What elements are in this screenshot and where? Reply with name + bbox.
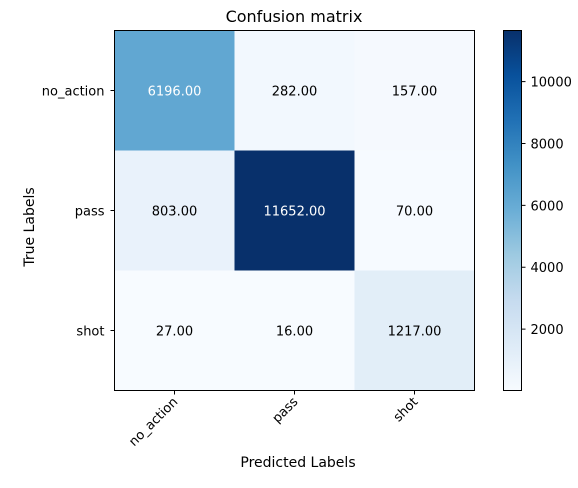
y-tick-label: shot [76, 325, 104, 340]
colorbar-tick-label: 8000 [531, 137, 564, 152]
colorbar [503, 30, 522, 391]
x-axis-ticks: no_action pass shot [126, 390, 421, 450]
colorbar-tick-label: 6000 [531, 199, 564, 214]
cell-value-label: 6196.00 [148, 85, 202, 100]
x-tick-label: shot [391, 395, 421, 425]
heatmap-cells [114, 30, 475, 391]
y-tick-label: pass [75, 205, 105, 220]
cell-value-label: 803.00 [152, 205, 198, 220]
y-axis-label: True Labels [22, 187, 38, 267]
colorbar-tick-label: 2000 [531, 323, 564, 338]
heatmap-cell-labels: 6196.00 282.00 157.00 803.00 11652.00 70.00 27… [148, 85, 442, 340]
heatmap-cell [234, 30, 355, 151]
cell-value-label: 11652.00 [263, 205, 325, 220]
cell-value-label: 1217.00 [388, 325, 442, 340]
colorbar-tick-label: 4000 [531, 261, 564, 276]
cell-value-label: 16.00 [276, 325, 313, 340]
x-tick-label: pass [270, 395, 302, 427]
heatmap-cell [114, 150, 235, 271]
x-axis-label: Predicted Labels [240, 455, 355, 471]
heatmap-cell [114, 30, 235, 151]
x-tick-label: no_action [126, 395, 181, 450]
heatmap-cell [354, 270, 475, 391]
heatmap-cell [354, 30, 475, 151]
heatmap-cell [354, 150, 475, 271]
colorbar-tick-label: 10000 [531, 76, 572, 91]
cell-value-label: 27.00 [156, 325, 193, 340]
heatmap-cell [114, 270, 235, 391]
heatmap-cell [234, 270, 355, 391]
cell-value-label: 282.00 [272, 85, 318, 100]
cell-value-label: 70.00 [396, 205, 433, 220]
colorbar-ticks: 2000 4000 6000 8000 10000 [521, 76, 572, 338]
chart-title: Confusion matrix [226, 7, 363, 26]
heatmap-cell [234, 150, 355, 271]
cell-value-label: 157.00 [392, 85, 438, 100]
y-tick-label: no_action [42, 85, 105, 100]
